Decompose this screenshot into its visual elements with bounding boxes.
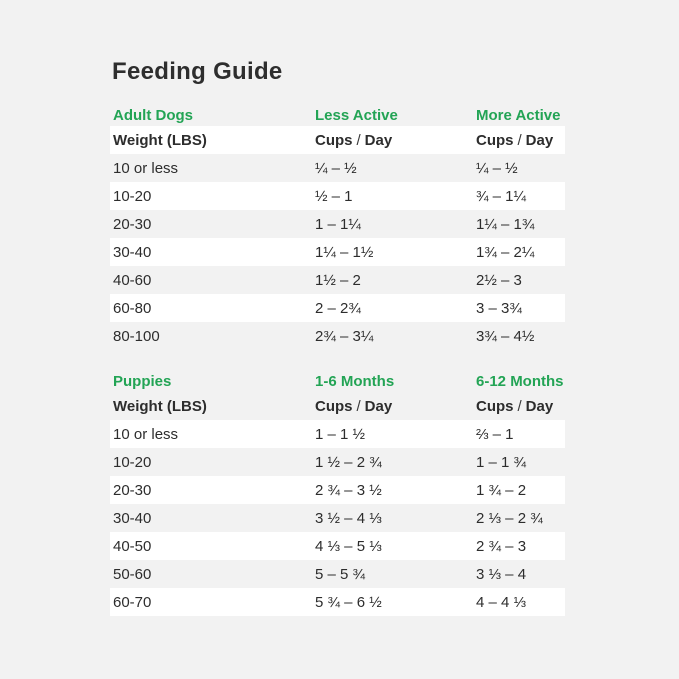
table-row: 10-20 1 ½ – 2 ¾ 1 – 1 ¾ [110,448,565,476]
table-header-row: Weight (LBS) Cups / Day Cups / Day [110,126,565,154]
column-label-less-active: Less Active [315,106,398,124]
table-row: 30-40 1¼ – 1½ 1¾ – 2¼ [110,238,565,266]
more-active-cell: 2½ – 3 [476,271,522,289]
feeding-guide-panel: Feeding Guide Adult Dogs Less Active Mor… [110,58,565,616]
table-row: 80-100 2¾ – 3¼ 3¾ – 4½ [110,322,565,350]
less-active-cell: 2¾ – 3¼ [315,327,374,345]
section-title-adult-dogs: Adult Dogs [113,106,193,124]
table-row: 10 or less ¼ – ½ ¼ – ½ [110,154,565,182]
table-row: 60-70 5 ¾ – 6 ½ 4 – 4 ⅓ [110,588,565,616]
months-6-12-cell: 1 – 1 ¾ [476,453,527,471]
weight-header-cell: Weight (LBS) [113,131,207,149]
puppies-table: Weight (LBS) Cups / Day Cups / Day 10 or les… [110,392,565,616]
table-row: 40-50 4 ⅓ – 5 ⅓ 2 ¾ – 3 [110,532,565,560]
slash-separator: / [517,131,522,149]
slash-separator: / [356,397,361,415]
weight-header-cell: Weight (LBS) [113,397,207,415]
less-active-cell: 1¼ – 1½ [315,243,374,261]
weight-cell: 80-100 [113,327,160,345]
section-title-puppies: Puppies [113,372,172,390]
column-label-6-12-months: 6-12 Months [476,372,564,390]
more-active-cell: ¾ – 1¼ [476,187,527,205]
months-6-12-cell: 4 – 4 ⅓ [476,593,527,611]
less-active-cell: 2 – 2¾ [315,299,361,317]
months-6-12-cell: 2 ⅓ – 2 ¾ [476,509,543,527]
less-active-cell: ¼ – ½ [315,159,357,177]
slash-separator: / [517,397,522,415]
weight-cell: 60-80 [113,299,152,317]
section-header-adult-dogs: Adult Dogs Less Active More Active [110,104,565,126]
adult-dogs-table: Weight (LBS) Cups / Day Cups / Day 10 or les… [110,126,565,350]
months-1-6-cell: 3 ½ – 4 ⅓ [315,509,382,527]
weight-cell: 10-20 [113,187,152,205]
months-1-6-cell: 1 ½ – 2 ¾ [315,453,382,471]
page-title: Feeding Guide [112,58,283,85]
cups-per-day-header-cell: Cups / Day [476,131,554,149]
weight-cell: 20-30 [113,481,152,499]
less-active-cell: 1 – 1¼ [315,215,361,233]
weight-cell: 10 or less [113,425,179,443]
months-1-6-cell: 2 ¾ – 3 ½ [315,481,382,499]
weight-cell: 20-30 [113,215,152,233]
table-row: 30-40 3 ½ – 4 ⅓ 2 ⅓ – 2 ¾ [110,504,565,532]
weight-cell: 10-20 [113,453,152,471]
section-spacer [110,350,565,370]
months-1-6-cell: 4 ⅓ – 5 ⅓ [315,537,382,555]
column-label-more-active: More Active [476,106,561,124]
more-active-cell: 1¼ – 1¾ [476,215,535,233]
table-row: 40-60 1½ – 2 2½ – 3 [110,266,565,294]
months-1-6-cell: 5 ¾ – 6 ½ [315,593,382,611]
weight-cell: 30-40 [113,243,152,261]
cups-per-day-header-cell: Cups / Day [315,131,393,149]
table-row: 60-80 2 – 2¾ 3 – 3¾ [110,294,565,322]
more-active-cell: 3¾ – 4½ [476,327,535,345]
table-row: 10-20 ½ – 1 ¾ – 1¼ [110,182,565,210]
weight-cell: 30-40 [113,509,152,527]
weight-cell: 40-50 [113,537,152,555]
less-active-cell: ½ – 1 [315,187,353,205]
weight-cell: 40-60 [113,271,152,289]
table-row: 50-60 5 – 5 ¾ 3 ⅓ – 4 [110,560,565,588]
cups-per-day-header-cell: Cups / Day [315,397,393,415]
cups-per-day-header-cell: Cups / Day [476,397,554,415]
column-label-1-6-months: 1-6 Months [315,372,395,390]
months-6-12-cell: 2 ¾ – 3 [476,537,527,555]
weight-cell: 10 or less [113,159,179,177]
more-active-cell: 3 – 3¾ [476,299,522,317]
table-row: 10 or less 1 – 1 ½ ⅔ – 1 [110,420,565,448]
more-active-cell: ¼ – ½ [476,159,518,177]
section-header-puppies: Puppies 1-6 Months 6-12 Months [110,370,565,392]
slash-separator: / [356,131,361,149]
months-1-6-cell: 5 – 5 ¾ [315,565,366,583]
table-header-row: Weight (LBS) Cups / Day Cups / Day [110,392,565,420]
more-active-cell: 1¾ – 2¼ [476,243,535,261]
months-6-12-cell: 3 ⅓ – 4 [476,565,527,583]
months-6-12-cell: 1 ¾ – 2 [476,481,527,499]
weight-cell: 50-60 [113,565,152,583]
less-active-cell: 1½ – 2 [315,271,361,289]
table-row: 20-30 2 ¾ – 3 ½ 1 ¾ – 2 [110,476,565,504]
table-row: 20-30 1 – 1¼ 1¼ – 1¾ [110,210,565,238]
months-1-6-cell: 1 – 1 ½ [315,425,366,443]
weight-cell: 60-70 [113,593,152,611]
months-6-12-cell: ⅔ – 1 [476,425,514,443]
